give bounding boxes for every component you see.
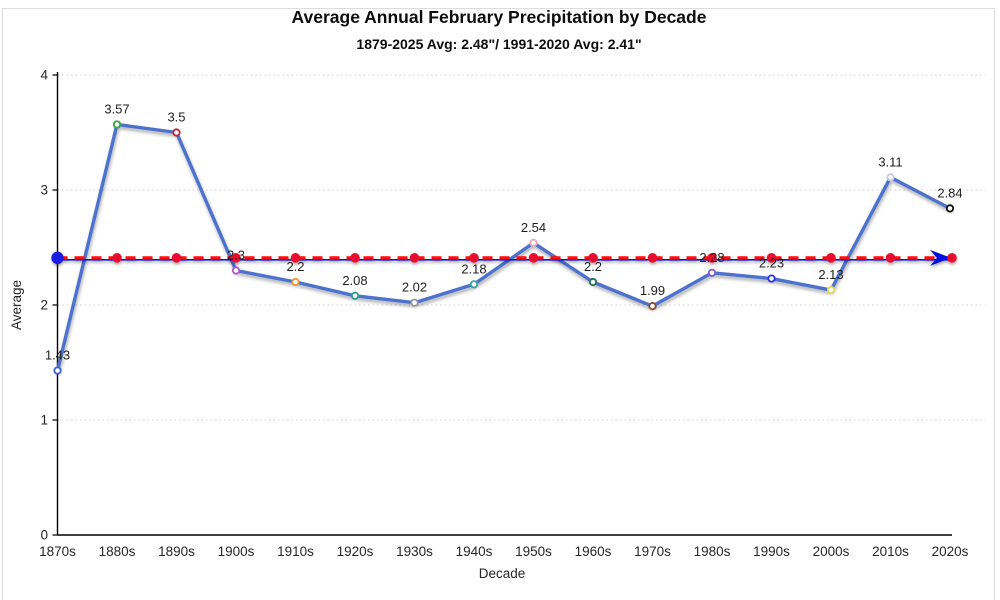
x-tick-label: 1910s	[277, 544, 314, 559]
x-tick-label: 1950s	[515, 544, 552, 559]
data-point-marker	[707, 268, 717, 277]
average-dot	[707, 253, 717, 263]
y-axis-title: Average	[9, 280, 24, 330]
data-point-marker	[945, 204, 955, 213]
data-point-marker	[172, 128, 181, 137]
y-tick-label: 2	[40, 298, 48, 313]
average-dot	[231, 253, 241, 263]
data-point-marker	[767, 274, 776, 283]
average-dot	[171, 253, 182, 263]
average-dot	[290, 253, 301, 263]
average-dot	[647, 253, 658, 263]
data-point-label: 3.57	[104, 101, 129, 116]
main-line-path	[55, 122, 952, 373]
data-point-label: 2.18	[461, 261, 486, 276]
x-tick-label: 1980s	[694, 544, 731, 559]
data-point-label: 2.3	[227, 248, 245, 263]
x-tick-label: 2000s	[813, 544, 850, 559]
data-point-label: 2.2	[286, 259, 304, 274]
main-line-series	[53, 120, 955, 375]
data-point-label: 2.2	[584, 259, 602, 274]
average-dot	[947, 253, 957, 263]
average-dot	[766, 253, 777, 263]
data-point-label: 2.23	[759, 256, 784, 271]
data-point-marker	[469, 280, 479, 289]
x-tick-label: 2020s	[932, 544, 969, 559]
data-point-label: 2.13	[818, 267, 843, 282]
average-dot	[528, 253, 539, 263]
y-tick-label: 4	[40, 68, 48, 83]
data-point-label: 3.11	[878, 154, 902, 169]
x-tick-label: 1940s	[456, 544, 493, 559]
y-tick-label: 0	[40, 528, 48, 543]
data-point-label: 2.02	[402, 280, 427, 295]
data-point-marker	[529, 238, 538, 247]
average-dot	[409, 253, 420, 263]
x-tick-label: 1920s	[337, 544, 374, 559]
data-point-marker	[826, 285, 836, 295]
x-axis-title: Decade	[479, 566, 526, 581]
data-point-labels: 1.43 3.57 3.5 2.3 2.2 2.08 2.02 2.18 2.54 2.2 1.99…	[45, 101, 963, 362]
x-tick-label: 1900s	[218, 544, 255, 559]
data-point-label: 2.84	[937, 185, 962, 200]
average-dot	[112, 253, 122, 263]
average-dot	[826, 253, 836, 263]
data-point-marker	[588, 277, 598, 287]
start-dot	[51, 251, 64, 265]
x-tick-label: 1870s	[39, 544, 76, 559]
x-tick-label: 1880s	[99, 544, 136, 559]
data-point-marker	[112, 120, 122, 129]
y-tick-label: 3	[40, 183, 48, 198]
average-dot	[469, 253, 479, 263]
data-point-label: 2.28	[699, 250, 724, 265]
main-line-group	[55, 122, 952, 373]
avg-group	[51, 249, 957, 266]
data-point-label: 3.5	[167, 110, 185, 125]
x-tick-label: 1930s	[396, 544, 433, 559]
x-tick-label: 1890s	[158, 544, 195, 559]
x-tick-label: 1990s	[753, 544, 790, 559]
data-point-label: 2.54	[521, 220, 546, 235]
axes: 0 1 2 3 4 1870s 1880s 1890s 1900s 1910s 1920s 1930s…	[39, 68, 969, 560]
data-point-marker	[410, 298, 419, 307]
y-tick-label: 1	[40, 413, 48, 428]
chart-subtitle: 1879-2025 Avg: 2.48"/ 1991-2020 Avg: 2.4…	[356, 36, 641, 52]
chart-title: Average Annual February Precipitation by…	[292, 7, 707, 27]
data-point-marker	[350, 291, 360, 300]
data-point-label: 1.99	[640, 283, 665, 298]
x-tick-label: 1960s	[575, 544, 612, 559]
data-point-label: 2.08	[342, 273, 367, 288]
data-point-marker	[291, 277, 300, 287]
data-point-marker	[231, 266, 241, 275]
average-dot	[885, 253, 896, 263]
arrow-right-icon	[930, 249, 951, 266]
average-reference-lines	[51, 249, 957, 266]
gridlines	[57, 74, 985, 421]
average-dot	[588, 253, 598, 263]
average-dot	[350, 253, 360, 263]
x-tick-label: 1970s	[634, 544, 671, 559]
data-point-marker	[886, 173, 895, 182]
x-tick-label: 2010s	[872, 544, 909, 559]
data-point-label: 1.43	[45, 348, 70, 363]
data-point-marker	[53, 366, 62, 375]
data-point-marker	[648, 302, 657, 311]
